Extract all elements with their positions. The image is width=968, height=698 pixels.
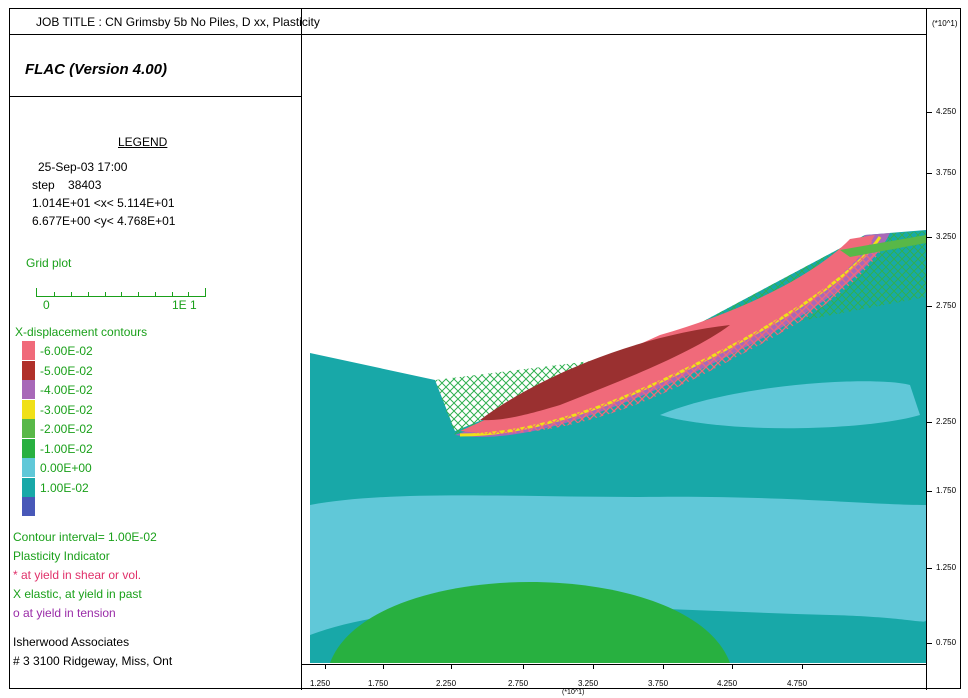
contour-label: -4.00E-02 — [40, 383, 93, 397]
company-address: # 3 3100 Ridgeway, Miss, Ont — [13, 654, 173, 668]
x-tick-label: 3.250 — [578, 679, 599, 688]
x-tick-label: 2.750 — [508, 679, 529, 688]
y-tick-mark — [926, 643, 932, 644]
contour-swatch — [22, 399, 35, 419]
x-displacement-contour-plot — [310, 230, 926, 663]
y-tick-label: 2.750 — [936, 301, 957, 310]
job-title: JOB TITLE : CN Grimsby 5b No Piles, D xx… — [36, 15, 320, 29]
y-tick-label: 2.250 — [936, 417, 957, 426]
contour-swatch — [22, 438, 35, 458]
x-tick-mark — [802, 664, 803, 669]
y-tick-mark — [926, 491, 932, 492]
plasticity-elastic: X elastic, at yield in past — [13, 587, 142, 601]
step-count: step 38403 — [32, 178, 102, 192]
plasticity-title: Plasticity Indicator — [13, 549, 110, 563]
x-range: 1.014E+01 <x< 5.114E+01 — [32, 196, 175, 210]
x-tick-mark — [732, 664, 733, 669]
y-tick-mark — [926, 237, 932, 238]
contour-swatch — [22, 341, 35, 360]
plasticity-tension: o at yield in tension — [13, 606, 116, 620]
y-tick-label: 3.750 — [936, 168, 957, 177]
contour-swatch — [22, 380, 35, 399]
contour-interval: Contour interval= 1.00E-02 — [13, 530, 157, 544]
legend-heading: LEGEND — [118, 135, 168, 149]
contour-label: -6.00E-02 — [40, 344, 93, 358]
header-divider — [10, 96, 302, 97]
right-axis-divider — [926, 9, 927, 690]
y-tick-label: 4.250 — [936, 107, 957, 116]
contour-label: 1.00E-02 — [40, 480, 89, 495]
y-tick-mark — [926, 306, 932, 307]
grid-scale-bar — [36, 288, 206, 297]
x-tick-mark — [451, 664, 452, 669]
x-tick-mark — [593, 664, 594, 669]
y-range: 6.677E+00 <y< 4.768E+01 — [32, 214, 176, 228]
scale-start: 0 — [43, 298, 50, 312]
contour-label: -3.00E-02 — [40, 402, 93, 417]
contour-green-top — [840, 235, 926, 257]
y-tick-label: 0.750 — [936, 638, 957, 647]
y-tick-label: 3.250 — [936, 232, 957, 241]
grid-plot-label: Grid plot — [26, 256, 72, 270]
y-tick-label: 1.750 — [936, 486, 957, 495]
left-panel-divider — [301, 9, 302, 690]
contour-swatch — [22, 477, 35, 497]
contour-green-bulb — [330, 582, 730, 663]
program-name: FLAC (Version 4.00) — [25, 61, 167, 78]
contour-lightblue-right — [660, 381, 920, 429]
y-tick-mark — [926, 112, 932, 113]
x-tick-label: 4.250 — [717, 679, 738, 688]
contour-swatch — [22, 360, 35, 380]
legend-panel: FLAC (Version 4.00) LEGEND 25-Sep-03 17:… — [10, 35, 302, 690]
scale-end: 1E 1 — [172, 298, 197, 312]
x-tick-mark — [663, 664, 664, 669]
y-tick-label: 1.250 — [936, 563, 957, 572]
x-tick-label: 1.250 — [310, 679, 331, 688]
contour-label: -5.00E-02 — [40, 363, 93, 378]
x-tick-mark — [325, 664, 326, 669]
title-bar: JOB TITLE : CN Grimsby 5b No Piles, D xx… — [10, 9, 927, 35]
x-tick-mark — [523, 664, 524, 669]
contour-swatch — [22, 419, 35, 438]
x-tick-label: 3.750 — [648, 679, 669, 688]
y-tick-mark — [926, 568, 932, 569]
contour-darkred-zone — [480, 325, 730, 421]
contours-title: X-displacement contours — [15, 325, 148, 339]
y-axis-unit: (*10^1) — [932, 19, 958, 28]
x-tick-label: 4.750 — [787, 679, 808, 688]
y-tick-mark — [926, 173, 932, 174]
bottom-axis-line — [302, 664, 926, 665]
x-axis-unit: (*10^1) — [562, 689, 585, 696]
contour-swatch — [22, 497, 35, 516]
contour-label: -1.00E-02 — [40, 441, 93, 456]
x-tick-label: 2.250 — [436, 679, 457, 688]
contour-label: 0.00E+00 — [40, 461, 92, 475]
company-name: Isherwood Associates — [13, 635, 130, 649]
flac-plot-frame: JOB TITLE : CN Grimsby 5b No Piles, D xx… — [9, 8, 961, 696]
y-tick-mark — [926, 422, 932, 423]
contour-label: -2.00E-02 — [40, 422, 93, 436]
run-date: 25-Sep-03 17:00 — [38, 160, 128, 174]
plasticity-shear: * at yield in shear or vol. — [13, 568, 142, 582]
x-tick-label: 1.750 — [368, 679, 389, 688]
contour-swatch — [22, 458, 35, 477]
x-tick-mark — [383, 664, 384, 669]
